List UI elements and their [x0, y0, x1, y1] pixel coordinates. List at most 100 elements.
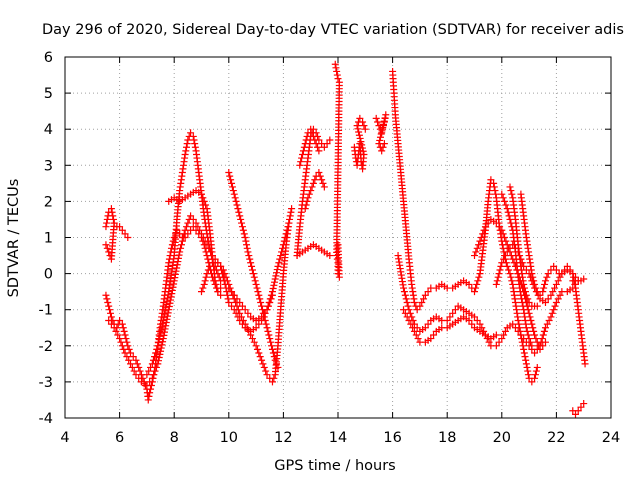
data-point [287, 208, 295, 216]
data-point [246, 255, 254, 263]
data-point [225, 298, 233, 306]
data-point [332, 64, 340, 72]
y-tick-label: -4 [39, 411, 53, 427]
data-point [516, 252, 524, 260]
series-s15 [350, 114, 369, 173]
data-point [492, 190, 500, 198]
data-point [465, 317, 473, 325]
data-point [334, 75, 342, 83]
data-point [577, 403, 585, 411]
data-point [200, 280, 208, 288]
data-point [199, 194, 207, 202]
data-point [278, 244, 286, 252]
data-point [314, 143, 322, 151]
data-point [333, 255, 341, 263]
data-point [270, 281, 278, 289]
data-point [212, 280, 220, 288]
data-point [492, 331, 500, 339]
data-point [227, 176, 235, 184]
data-point [318, 176, 326, 184]
data-point [471, 288, 478, 296]
data-point [152, 349, 160, 357]
data-point [355, 128, 363, 136]
data-point [446, 313, 454, 321]
data-point [183, 140, 191, 148]
data-point [528, 320, 536, 328]
data-point [303, 197, 311, 205]
data-point [102, 291, 110, 299]
data-point [302, 201, 310, 209]
data-point [247, 259, 255, 267]
data-point [531, 371, 539, 379]
data-point [531, 374, 539, 382]
data-point [552, 266, 560, 274]
data-point [106, 306, 114, 314]
data-point [258, 313, 266, 321]
data-point [490, 179, 498, 187]
data-point [251, 277, 259, 285]
data-point [551, 284, 559, 292]
data-point [492, 280, 500, 288]
data-point [532, 288, 540, 296]
data-point [544, 270, 552, 278]
data-point [468, 320, 476, 328]
data-point [507, 187, 515, 195]
data-point [543, 273, 551, 281]
data-point [400, 284, 408, 292]
data-point [539, 342, 547, 350]
data-point [173, 264, 181, 272]
data-point [498, 190, 506, 198]
data-point [281, 234, 289, 241]
data-point [528, 277, 536, 285]
series-s2 [102, 205, 118, 231]
data-point [234, 205, 242, 213]
data-point [581, 360, 589, 368]
data-point [517, 331, 525, 339]
data-point [359, 147, 367, 155]
data-point [269, 349, 277, 357]
data-point [311, 176, 319, 184]
data-point [150, 371, 158, 379]
y-tick-label: 0 [44, 267, 53, 283]
series-s14 [331, 60, 343, 281]
data-point [267, 295, 275, 303]
data-point [268, 378, 276, 386]
data-point [356, 114, 364, 122]
data-point [496, 266, 504, 274]
y-tick-label: -1 [39, 303, 53, 319]
x-tick-label: 20 [493, 430, 511, 446]
data-point [492, 342, 500, 350]
y-tick-label: 2 [44, 194, 53, 210]
data-point [107, 320, 115, 328]
data-point [116, 317, 124, 325]
data-point [518, 295, 526, 303]
data-point [273, 266, 281, 274]
data-point [119, 324, 127, 332]
data-point [530, 327, 538, 335]
data-point [181, 150, 189, 158]
data-point [523, 363, 531, 371]
data-point [155, 335, 163, 343]
data-point [524, 371, 532, 379]
data-point [572, 410, 580, 418]
data-point [128, 363, 136, 371]
data-point [495, 223, 503, 231]
data-point [571, 280, 579, 288]
data-point [400, 306, 408, 314]
data-point [414, 335, 422, 343]
data-point [580, 400, 588, 408]
data-point [178, 237, 186, 245]
data-point [147, 385, 155, 393]
x-tick-label: 12 [274, 430, 292, 446]
series-s24 [492, 241, 589, 368]
data-point [116, 335, 124, 343]
data-point [354, 125, 362, 133]
data-point [547, 291, 555, 299]
data-point [189, 215, 197, 223]
data-point [480, 226, 488, 234]
data-point [270, 374, 278, 382]
data-point [491, 187, 499, 195]
data-point [528, 342, 536, 350]
data-point [208, 259, 216, 267]
data-point [121, 331, 129, 339]
